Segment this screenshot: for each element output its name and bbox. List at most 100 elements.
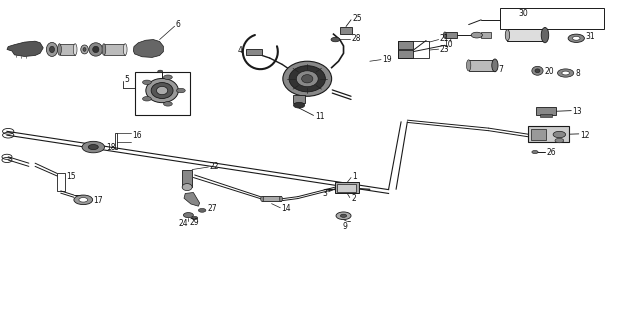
Text: 18: 18	[106, 143, 115, 152]
Ellipse shape	[93, 46, 99, 52]
Ellipse shape	[58, 44, 61, 55]
Bar	[531, 129, 546, 140]
Circle shape	[336, 212, 351, 220]
Ellipse shape	[302, 75, 313, 83]
Text: 1: 1	[352, 172, 357, 181]
Bar	[115, 133, 117, 149]
Circle shape	[176, 88, 185, 93]
Text: 11: 11	[315, 112, 324, 121]
Bar	[398, 50, 413, 58]
Text: 6: 6	[176, 20, 181, 29]
Ellipse shape	[443, 32, 446, 38]
Bar	[335, 182, 359, 194]
Circle shape	[553, 131, 566, 138]
Bar	[507, 29, 545, 41]
Ellipse shape	[492, 59, 498, 72]
Ellipse shape	[46, 43, 58, 56]
Text: 30: 30	[519, 9, 529, 18]
Text: 19: 19	[382, 55, 392, 64]
Text: 9: 9	[342, 222, 347, 231]
Circle shape	[88, 145, 98, 150]
Bar	[340, 27, 352, 34]
Bar	[468, 60, 495, 71]
Circle shape	[293, 102, 305, 108]
Text: 25: 25	[352, 14, 362, 23]
Polygon shape	[184, 193, 199, 206]
Bar	[135, 72, 190, 116]
Bar	[500, 8, 604, 29]
Circle shape	[198, 208, 206, 212]
Circle shape	[331, 37, 340, 42]
Bar	[540, 115, 552, 117]
Bar	[398, 42, 413, 49]
Polygon shape	[7, 41, 43, 56]
Text: 23: 23	[440, 44, 450, 54]
Bar	[398, 42, 429, 58]
Polygon shape	[134, 40, 164, 57]
Ellipse shape	[280, 196, 283, 201]
Circle shape	[557, 69, 574, 77]
Text: 3: 3	[322, 188, 327, 198]
Text: 16: 16	[132, 131, 142, 140]
Text: 20: 20	[545, 67, 555, 76]
Ellipse shape	[83, 48, 86, 51]
Circle shape	[79, 197, 88, 202]
Ellipse shape	[81, 45, 88, 54]
Text: 7: 7	[498, 65, 503, 74]
Bar	[60, 44, 75, 55]
Bar	[104, 44, 125, 55]
Ellipse shape	[261, 196, 264, 201]
Bar	[535, 107, 556, 116]
Ellipse shape	[157, 86, 168, 95]
Ellipse shape	[102, 44, 106, 55]
Ellipse shape	[50, 46, 55, 52]
Text: 21: 21	[440, 35, 450, 44]
Circle shape	[142, 80, 151, 84]
Circle shape	[183, 212, 193, 218]
Circle shape	[191, 216, 198, 220]
Text: 29: 29	[189, 218, 199, 227]
Text: 24: 24	[179, 219, 189, 228]
Bar	[246, 49, 262, 55]
Ellipse shape	[146, 78, 178, 103]
Text: 17: 17	[93, 196, 103, 205]
Text: 2: 2	[351, 194, 356, 204]
Circle shape	[471, 32, 482, 38]
Bar	[182, 170, 192, 187]
Text: 28: 28	[351, 35, 361, 44]
Circle shape	[142, 97, 151, 101]
Circle shape	[164, 75, 172, 79]
Text: 14: 14	[282, 204, 291, 213]
Text: 31: 31	[585, 32, 594, 41]
Bar	[481, 32, 490, 38]
Ellipse shape	[297, 71, 318, 87]
Ellipse shape	[73, 44, 77, 55]
Text: 4: 4	[237, 46, 242, 55]
Circle shape	[164, 102, 172, 106]
Text: 12: 12	[580, 131, 589, 140]
Circle shape	[340, 214, 347, 217]
Circle shape	[82, 141, 105, 153]
Ellipse shape	[283, 61, 332, 96]
Ellipse shape	[505, 29, 510, 41]
Circle shape	[562, 71, 569, 75]
Text: 5: 5	[125, 75, 129, 84]
Ellipse shape	[89, 43, 103, 56]
Ellipse shape	[535, 69, 540, 73]
Text: 26: 26	[546, 148, 556, 157]
Ellipse shape	[289, 66, 325, 92]
Bar	[445, 32, 457, 38]
Text: 15: 15	[66, 172, 75, 181]
Circle shape	[532, 150, 538, 154]
Circle shape	[555, 138, 564, 143]
Ellipse shape	[182, 184, 192, 191]
Text: 22: 22	[209, 162, 219, 171]
Ellipse shape	[466, 60, 471, 71]
Bar	[337, 184, 356, 193]
Bar	[528, 126, 569, 142]
Ellipse shape	[541, 28, 549, 43]
Circle shape	[572, 36, 580, 40]
Bar	[293, 95, 305, 103]
Bar	[57, 173, 65, 191]
Circle shape	[568, 34, 584, 43]
